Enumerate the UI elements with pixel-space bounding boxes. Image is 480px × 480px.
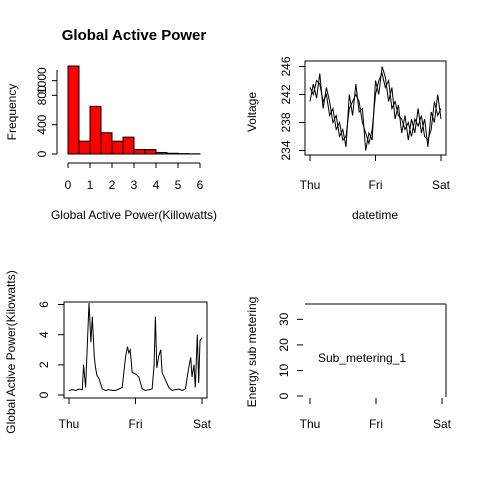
sub-metering-panel: Thu Fri Sat 0 10 20 30 Sub_metering_1 Energy … (245, 297, 452, 431)
histogram-x-tick-label: 1 (87, 178, 94, 192)
sub-metering-y-tick-label: 10 (277, 363, 291, 377)
histogram-y-tick-label: 1000 (35, 67, 49, 94)
histogram-x-tick-label: 5 (175, 178, 182, 192)
histogram-bar (100, 132, 113, 155)
voltage-x-label: datetime (352, 208, 398, 222)
histogram-y-tick-label: 400 (35, 114, 49, 134)
histogram-bar (144, 149, 157, 155)
voltage-y-tick-label: 246 (279, 56, 293, 76)
active-power-y-tick-label: 2 (37, 361, 51, 368)
active-power-y-tick-label: 4 (37, 331, 51, 338)
voltage-line (309, 71, 442, 146)
sub-metering-y-ticks: 0 10 20 30 (277, 312, 303, 399)
sub-metering-y-tick-label: 20 (277, 338, 291, 352)
histogram-y-tick-label: 0 (35, 150, 49, 157)
histogram-x-tick-label: 2 (109, 178, 116, 192)
histogram-bar (166, 152, 179, 155)
voltage-y-tick-label: 238 (279, 112, 293, 132)
voltage-x-ticks: Thu Fri Sat (300, 155, 451, 192)
histogram-bar (67, 65, 80, 155)
histogram-x-tick-label: 3 (131, 178, 138, 192)
voltage-x-tick-label: Fri (369, 178, 383, 192)
histogram-x-tick-label: 0 (65, 178, 72, 192)
histogram-bar (133, 149, 146, 155)
histogram-bar (89, 105, 102, 155)
sub-metering-y-tick-label: 30 (277, 312, 291, 326)
histogram-bars (67, 65, 201, 155)
sub-metering-legend-entry: Sub_metering_1 (318, 351, 406, 365)
voltage-y-tick-label: 242 (279, 84, 293, 104)
voltage-y-label: Voltage (245, 92, 259, 132)
voltage-series (309, 66, 442, 151)
voltage-y-ticks: 234 238 242 246 (279, 56, 305, 161)
active-power-x-ticks: Thu Fri Sat (59, 398, 212, 431)
sub-metering-x-tick-label: Sat (433, 417, 452, 431)
active-power-y-tick-label: 0 (37, 391, 51, 398)
voltage-x-tick-label: Sat (432, 178, 451, 192)
histogram-y-label: Frequency (5, 84, 19, 141)
sub-metering-x-tick-label: Fri (369, 417, 383, 431)
active-power-x-tick-label: Fri (129, 417, 143, 431)
active-power-series (68, 302, 203, 392)
histogram-bar (155, 152, 168, 155)
histogram-x-label: Global Active Power(Killowatts) (51, 208, 217, 222)
histogram-title: Global Active Power (62, 27, 207, 44)
voltage-y-tick-label: 234 (279, 140, 293, 160)
active-power-panel: Thu Fri Sat 0 2 4 6 Global Active Power(Kilow… (4, 270, 212, 433)
histogram-x-tick-label: 4 (153, 178, 160, 192)
voltage-x-tick-label: Thu (300, 178, 321, 192)
histogram-x-tick-label: 6 (197, 178, 204, 192)
sub-metering-y-tick-label: 0 (277, 392, 291, 399)
sub-metering-x-ticks: Thu Fri Sat (300, 398, 452, 431)
histogram-bar (122, 136, 135, 155)
active-power-line (68, 302, 203, 392)
sub-metering-x-tick-label: Thu (300, 417, 321, 431)
active-power-y-tick-label: 6 (37, 301, 51, 308)
active-power-y-label: Global Active Power(Kilowatts) (4, 270, 18, 433)
histogram-x-ticks: 0 1 2 3 4 5 6 (65, 163, 204, 192)
active-power-x-tick-label: Thu (59, 417, 80, 431)
histogram-bar (111, 140, 124, 155)
histogram-y-tick-label: 800 (35, 85, 49, 105)
sub-metering-y-label: Energy sub metering (245, 297, 259, 408)
active-power-y-ticks: 0 2 4 6 (37, 301, 64, 398)
histogram-bar (78, 140, 91, 155)
voltage-line (309, 66, 442, 151)
active-power-x-tick-label: Sat (193, 417, 212, 431)
voltage-panel: Thu Fri Sat 234 238 242 246 datetime Voltage (245, 56, 451, 222)
